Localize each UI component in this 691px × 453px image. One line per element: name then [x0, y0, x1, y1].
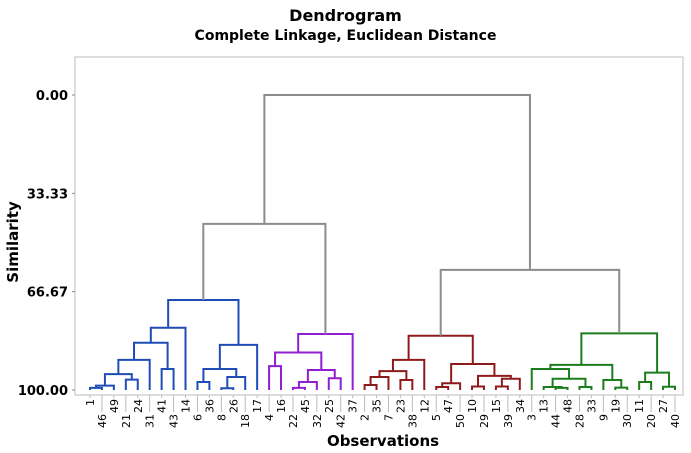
dendrogram-link [124, 378, 139, 390]
leaf-label: 32 [311, 414, 324, 428]
leaf-label: 8 [215, 414, 228, 421]
y-tick-label: 66.67 [27, 286, 68, 301]
leaf-label: 6 [191, 414, 204, 421]
leaf-label: 23 [394, 399, 407, 413]
leaf-label: 4 [263, 414, 276, 421]
leaf-label: 39 [502, 414, 515, 428]
dendrogram-link [549, 363, 614, 380]
leaf-label: 35 [371, 399, 384, 413]
leaf-label: 3 [526, 414, 539, 421]
dendrogram-link [268, 365, 283, 390]
leaf-label: 22 [287, 414, 300, 428]
y-tick-label: 0.00 [36, 89, 68, 104]
leaf-label: 28 [573, 414, 586, 428]
leaf-label: 44 [550, 414, 563, 428]
dendrogram-link [220, 387, 235, 390]
leaf-label: 24 [132, 399, 145, 413]
leaf-label: 37 [347, 399, 360, 413]
leaf-label: 9 [597, 414, 610, 421]
leaf-label: 31 [144, 414, 157, 428]
leaf-label: 15 [490, 399, 503, 413]
dendrogram-link [580, 332, 659, 373]
dendrogram-link [327, 377, 342, 390]
dendrogram-link [500, 377, 521, 390]
dendrogram-link [306, 368, 336, 383]
leaf-label: 12 [418, 399, 431, 413]
dendrogram-link [202, 368, 238, 383]
leaf-label: 48 [562, 399, 575, 413]
leaf-label: 5 [430, 414, 443, 421]
leaf-label: 30 [621, 414, 634, 428]
leaf-label: 7 [382, 414, 395, 421]
dendrogram-link [291, 386, 306, 390]
y-tick-label: 33.33 [27, 187, 68, 202]
dendrogram-link [578, 386, 593, 390]
leaf-label: 47 [442, 399, 455, 413]
leaf-label: 19 [609, 399, 622, 413]
dendrogram-link [89, 386, 103, 390]
leaf-label: 10 [466, 399, 479, 413]
leaf-label: 25 [323, 399, 336, 413]
dendrogram-link [399, 378, 414, 390]
leaf-label: 40 [669, 414, 682, 428]
dendrogram-link [363, 383, 378, 390]
leaf-label: 46 [96, 414, 109, 428]
dendrogram-link [218, 343, 259, 390]
dendrogram-link [160, 368, 175, 390]
dendrogram-link [369, 376, 390, 390]
plot-frame [74, 56, 684, 396]
leaf-label: 41 [156, 399, 169, 413]
dendrogram-link [167, 299, 240, 345]
leaf-label: 18 [239, 414, 252, 428]
leaf-label: 1 [84, 399, 97, 406]
dendrogram-link [644, 371, 671, 387]
dendrogram-link [450, 363, 496, 384]
leaf-label: 27 [657, 399, 670, 413]
dendrogram-link [471, 385, 485, 390]
y-tick-label: 100.00 [18, 384, 68, 399]
leaf-label: 20 [645, 414, 658, 428]
dendrogram-link [554, 386, 569, 390]
leaf-label: 49 [108, 399, 121, 413]
dendrogram-link [202, 222, 327, 334]
dendrogram-link [133, 341, 169, 370]
leaf-label: 33 [585, 399, 598, 413]
dendrogram-link [391, 358, 426, 390]
leaf-label: 13 [538, 399, 551, 413]
dendrogram-link [196, 381, 211, 390]
leaf-label: 38 [406, 414, 419, 428]
leaf-label: 16 [275, 399, 288, 413]
leaf-label: 21 [120, 414, 133, 428]
dendrogram-link [638, 381, 653, 390]
leaf-label: 14 [180, 399, 193, 413]
dendrogram-link [494, 385, 509, 390]
chart-subtitle: Complete Linkage, Euclidean Distance [194, 28, 497, 44]
x-axis-title: Observations [327, 432, 439, 450]
dendrogram-link [263, 94, 531, 270]
dendrogram-link [435, 386, 450, 390]
y-axis-title: Similarity [4, 201, 22, 283]
dendrogram-link [662, 385, 676, 390]
leaf-label: 17 [251, 399, 264, 413]
leaf-label: 42 [335, 414, 348, 428]
dendrogram-link [378, 370, 408, 380]
leaf-label: 34 [514, 399, 527, 413]
leaf-label: 36 [203, 399, 216, 413]
dendrogram-link [477, 374, 512, 387]
leaf-label: 50 [454, 414, 467, 428]
leaf-label: 26 [227, 399, 240, 413]
leaf-label: 11 [633, 399, 646, 413]
leaf-label: 2 [359, 414, 372, 421]
dendrogram-link [614, 386, 629, 390]
leaf-label: 43 [168, 414, 181, 428]
chart-title: Dendrogram [289, 6, 402, 25]
leaf-label: 45 [299, 399, 312, 413]
dendrogram-link [439, 268, 621, 336]
leaf-label: 29 [478, 414, 491, 428]
dendrogram-link [551, 377, 587, 388]
